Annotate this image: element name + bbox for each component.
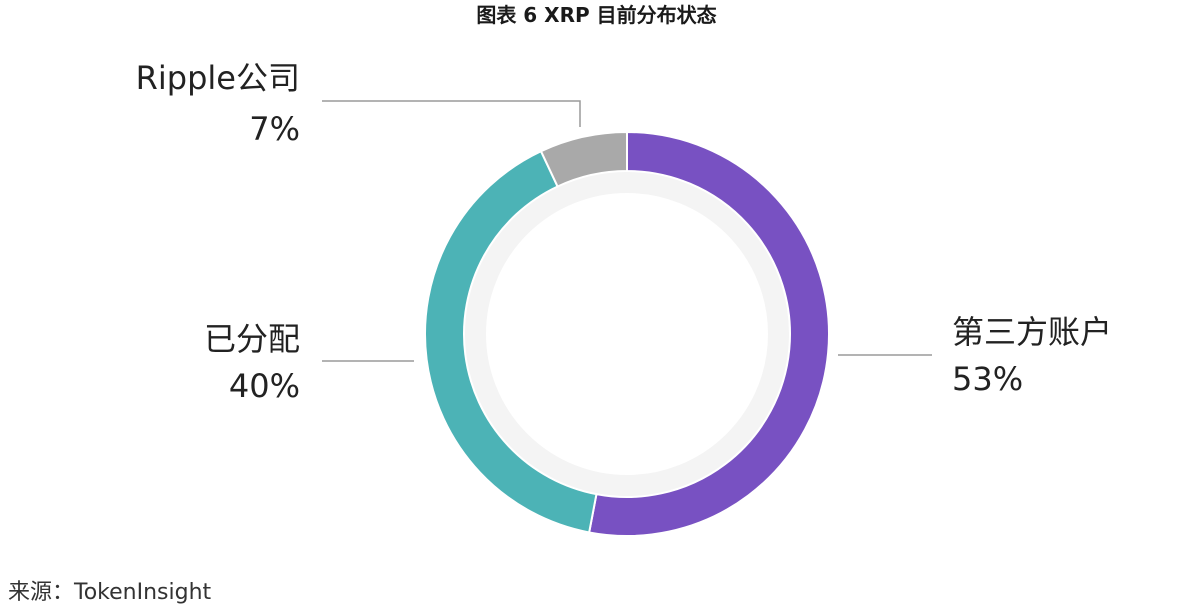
slice-value-2: 7% bbox=[249, 110, 300, 148]
leader-line-2 bbox=[322, 100, 581, 127]
slice-value-0: 53% bbox=[952, 360, 1023, 398]
slice-label-1: 已分配 bbox=[204, 320, 300, 358]
donut-slice-2 bbox=[539, 130, 628, 188]
donut-slice-0 bbox=[587, 130, 830, 537]
slice-value-1: 40% bbox=[229, 367, 300, 405]
slice-label-0: 第三方账户 bbox=[952, 313, 1112, 351]
chart-title: 图表 6 XRP 目前分布状态 bbox=[476, 3, 717, 27]
source-note: 来源：TokenInsight bbox=[8, 580, 212, 605]
slice-label-2: Ripple公司 bbox=[136, 59, 300, 97]
donut-inner-track bbox=[464, 171, 790, 497]
